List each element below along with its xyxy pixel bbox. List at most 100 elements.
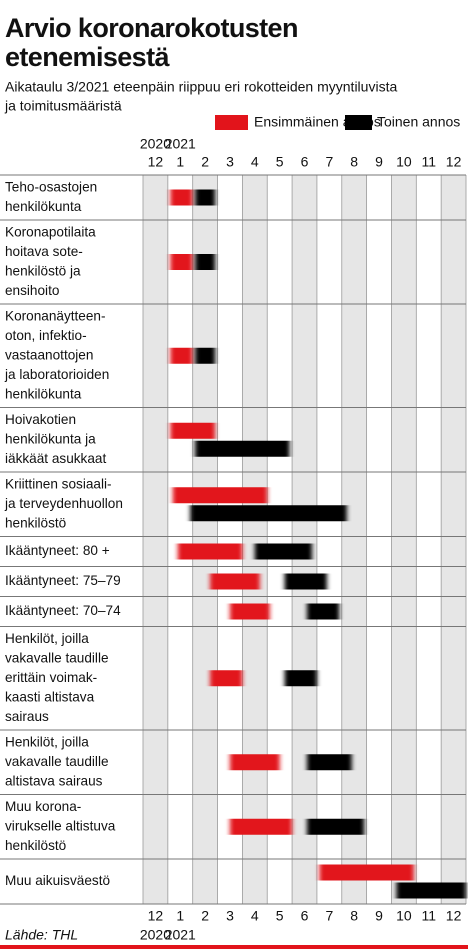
dose-bar bbox=[195, 189, 216, 206]
dose-bar bbox=[229, 603, 270, 620]
source: Lähde: THL bbox=[5, 927, 78, 943]
column-stripe bbox=[441, 175, 466, 904]
row-label: kaasti altistava bbox=[5, 689, 95, 704]
row-label: Muu korona- bbox=[5, 799, 81, 814]
x-tick-label: 4 bbox=[251, 908, 259, 924]
row-label: Henkilöt, joilla bbox=[5, 631, 89, 646]
row-label: Koronapotilaita bbox=[5, 224, 96, 239]
row-label: Ikääntyneet: 75–79 bbox=[5, 573, 121, 588]
column-stripe bbox=[341, 175, 367, 904]
row-label: vastaanottojen bbox=[5, 347, 93, 362]
row-label: vakavalle taudille bbox=[5, 650, 109, 665]
x-tick-label: 8 bbox=[350, 154, 358, 170]
dose-bar bbox=[195, 254, 216, 270]
row-label: hoitava sote- bbox=[5, 244, 83, 259]
year-label: 2020 bbox=[140, 927, 171, 943]
bottom-rule bbox=[0, 945, 468, 949]
dose-bar bbox=[170, 422, 216, 439]
x-tick-label: 5 bbox=[276, 908, 284, 924]
dose-bar bbox=[170, 189, 193, 206]
x-tick-label: 9 bbox=[375, 908, 383, 924]
row-label: sairaus bbox=[5, 709, 49, 724]
x-tick-label: 7 bbox=[325, 908, 333, 924]
x-tick-label: 2 bbox=[201, 154, 209, 170]
row-label: Teho-osastojen bbox=[5, 179, 97, 194]
dose-bar bbox=[229, 818, 293, 835]
dose-bar bbox=[254, 543, 312, 560]
x-tick-label: 6 bbox=[301, 908, 309, 924]
legend-swatch bbox=[215, 115, 248, 130]
chart-title: etenemisestä bbox=[5, 42, 170, 72]
year-label: 2021 bbox=[165, 927, 196, 943]
year-label: 2021 bbox=[165, 136, 196, 152]
x-tick-label: 12 bbox=[446, 908, 462, 924]
dose-bar bbox=[396, 882, 466, 899]
subtitle: ja toimitusmääristä bbox=[4, 98, 122, 114]
row-label: henkilökunta bbox=[5, 199, 82, 214]
row-label: Hoivakotien bbox=[5, 412, 76, 427]
x-tick-label: 2 bbox=[201, 908, 209, 924]
dose-bar bbox=[190, 505, 347, 522]
x-tick-label: 3 bbox=[226, 154, 234, 170]
dose-bar bbox=[319, 864, 414, 881]
x-tick-label: 12 bbox=[446, 154, 462, 170]
x-tick-label: 4 bbox=[251, 154, 259, 170]
x-tick-label: 5 bbox=[276, 154, 284, 170]
row-label: Kriittinen sosiaali- bbox=[5, 476, 112, 491]
row-label: Henkilöt, joilla bbox=[5, 734, 89, 749]
column-stripe bbox=[192, 175, 218, 904]
dose-bar bbox=[284, 670, 317, 687]
x-tick-label: 10 bbox=[396, 908, 412, 924]
row-label: Koronanäytteen- bbox=[5, 308, 106, 323]
dose-bar bbox=[229, 754, 280, 771]
row-label: vakavalle taudille bbox=[5, 754, 109, 769]
x-tick-label: 9 bbox=[375, 154, 383, 170]
legend-label: Toinen annos bbox=[377, 114, 460, 130]
dose-bar bbox=[170, 254, 193, 270]
x-tick-label: 3 bbox=[226, 908, 234, 924]
row-label: henkilöstö bbox=[5, 515, 66, 530]
x-tick-label: 11 bbox=[421, 154, 436, 170]
dose-bar bbox=[195, 347, 216, 364]
x-tick-label: 12 bbox=[148, 154, 164, 170]
dose-bar bbox=[172, 487, 268, 504]
x-tick-label: 12 bbox=[148, 908, 164, 924]
row-label: ja laboratorioiden bbox=[4, 367, 109, 382]
x-tick-label: 7 bbox=[325, 154, 333, 170]
x-tick-label: 8 bbox=[350, 908, 358, 924]
row-label: henkilöstö ja bbox=[5, 263, 81, 278]
dose-bar bbox=[306, 603, 340, 620]
column-stripe bbox=[143, 175, 168, 904]
row-label: ensihoito bbox=[5, 283, 59, 298]
subtitle: Aikataulu 3/2021 eteenpäin riippuu eri r… bbox=[5, 79, 397, 95]
dose-bar bbox=[170, 347, 193, 364]
row-label: henkilöstö bbox=[5, 838, 66, 853]
x-tick-label: 10 bbox=[396, 154, 412, 170]
column-stripe bbox=[391, 175, 417, 904]
row-label: virukselle altistuva bbox=[5, 818, 116, 833]
dose-bar bbox=[210, 573, 260, 590]
x-tick-label: 11 bbox=[421, 908, 436, 924]
dose-bar bbox=[177, 543, 243, 560]
row-label: iäkkäät asukkaat bbox=[5, 451, 106, 466]
column-stripe bbox=[292, 175, 317, 904]
dose-bar bbox=[210, 670, 243, 687]
row-label: erittäin voimak- bbox=[5, 670, 97, 685]
dose-bar bbox=[306, 754, 352, 771]
year-label: 2020 bbox=[140, 136, 171, 152]
dose-bar bbox=[284, 573, 327, 590]
row-label: Muu aikuisväestö bbox=[5, 873, 110, 888]
row-label: altistava sairaus bbox=[5, 773, 103, 788]
dose-bar bbox=[195, 440, 290, 457]
row-label: henkilökunta bbox=[5, 386, 82, 401]
row-label: Ikääntyneet: 70–74 bbox=[5, 603, 121, 618]
x-tick-label: 1 bbox=[176, 154, 184, 170]
row-label: ja terveydenhuollon bbox=[4, 496, 123, 511]
row-label: henkilökunta ja bbox=[5, 431, 96, 446]
legend-swatch bbox=[345, 115, 372, 130]
column-stripe bbox=[242, 175, 268, 904]
row-label: oton, infektio- bbox=[5, 328, 87, 343]
x-tick-label: 6 bbox=[301, 154, 309, 170]
